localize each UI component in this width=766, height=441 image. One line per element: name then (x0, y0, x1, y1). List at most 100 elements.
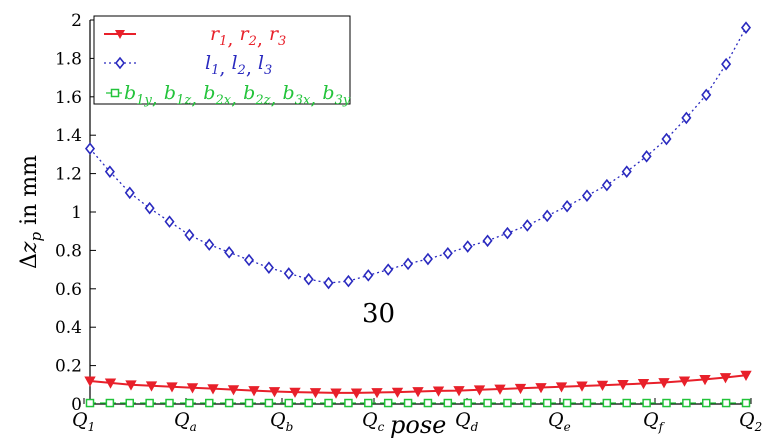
point-2-29 (662, 398, 671, 408)
point-0-29 (678, 376, 691, 387)
x-tick-label-5: Qe (548, 409, 571, 434)
point-1-30 (681, 111, 692, 125)
point-2-28 (642, 398, 651, 408)
point-0-21 (514, 383, 527, 395)
point-2-11 (304, 398, 313, 408)
x-tick-label-3: Qc (362, 409, 385, 434)
y-tick-label-9: 1.8 (55, 49, 82, 69)
point-1-13 (343, 274, 354, 288)
point-1-1 (104, 165, 115, 178)
point-0-13 (350, 388, 363, 399)
point-0-23 (555, 382, 568, 393)
point-1-33 (740, 21, 752, 34)
y-tick-label-6: 1.2 (55, 165, 82, 185)
y-tick-label-4: 0.8 (55, 241, 82, 261)
point-2-19 (463, 398, 472, 408)
x-tick-label-2: Qb (270, 409, 293, 434)
point-1-5 (184, 228, 195, 242)
point-1-26 (601, 178, 612, 192)
point-1-22 (522, 219, 533, 232)
point-2-18 (443, 398, 453, 408)
point-2-32 (721, 398, 731, 408)
point-0-5 (186, 383, 199, 394)
point-0-2 (125, 380, 137, 391)
x-axis-label: pose (390, 411, 446, 439)
point-1-6 (204, 238, 215, 251)
point-0-14 (371, 388, 383, 399)
point-0-15 (391, 387, 404, 398)
point-0-0 (84, 376, 96, 387)
x-tick-label-1: Qa (174, 409, 197, 434)
point-2-25 (582, 398, 592, 408)
series-1 (84, 21, 752, 290)
point-0-9 (268, 387, 281, 398)
point-0-18 (453, 386, 465, 397)
point-0-6 (207, 384, 219, 395)
point-2-26 (602, 398, 612, 408)
point-2-27 (622, 398, 631, 408)
x-tick-label-7: Q2 (739, 409, 762, 434)
point-0-28 (658, 378, 670, 389)
point-0-8 (248, 386, 260, 397)
point-0-7 (227, 385, 240, 396)
point-2-22 (523, 398, 532, 408)
point-1-15 (383, 263, 394, 276)
point-1-7 (224, 246, 235, 259)
point-2-1 (105, 398, 115, 408)
x-tick-label-0: Q1 (72, 409, 95, 434)
series-2 (85, 398, 751, 408)
legend-label-1: l1, l2, l3 (205, 52, 272, 79)
point-1-21 (502, 226, 513, 240)
point-2-4 (165, 398, 174, 408)
point-2-15 (383, 398, 393, 408)
point-1-4 (164, 215, 175, 228)
point-1-20 (482, 234, 493, 248)
point-1-10 (283, 267, 294, 280)
point-1-28 (641, 150, 652, 163)
y-axis-label: Δzp in mm (17, 155, 45, 269)
point-0-26 (617, 380, 629, 391)
point-1-23 (542, 209, 553, 223)
point-1-8 (244, 253, 255, 267)
point-0-1 (104, 378, 117, 389)
y-tick-label-8: 1.6 (55, 88, 82, 108)
point-2-30 (682, 398, 691, 408)
series-layer (84, 21, 752, 408)
point-2-33 (741, 398, 751, 408)
point-0-30 (699, 375, 711, 386)
point-1-16 (403, 257, 414, 271)
y-tick-label-1: 0.2 (55, 357, 82, 377)
point-0-3 (145, 381, 158, 392)
point-2-17 (423, 398, 433, 408)
legend-label-2: b1y, b1z, b2x, b2z, b3x, b3y (124, 82, 351, 109)
point-2-13 (344, 398, 353, 408)
point-1-31 (701, 88, 712, 102)
point-2-10 (284, 398, 294, 408)
point-0-32 (740, 370, 752, 382)
annotation-label: 30 (362, 299, 395, 329)
point-1-14 (363, 269, 374, 282)
point-1-32 (721, 57, 732, 71)
axes: 0 0.2 0.4 0.6 0.8 1 1.2 1.4 1.6 1.8 2 Q1 Qa Qb Qc Qd Qe Q… (55, 11, 762, 434)
point-0-31 (719, 373, 732, 384)
point-2-12 (324, 398, 333, 408)
point-2-9 (264, 398, 274, 408)
point-1-18 (442, 246, 453, 260)
point-2-2 (125, 398, 135, 408)
y-tick-label-5: 1 (71, 203, 82, 223)
point-1-25 (581, 189, 592, 202)
legend-marker-0 (115, 30, 125, 39)
point-2-14 (364, 398, 373, 408)
y-tick-label-2: 0.4 (55, 318, 82, 338)
point-2-23 (542, 398, 552, 408)
point-2-31 (701, 398, 711, 408)
point-2-7 (224, 398, 234, 408)
point-1-29 (661, 132, 672, 146)
y-tick-label-3: 0.6 (55, 280, 82, 300)
point-1-24 (562, 199, 573, 213)
point-0-10 (289, 387, 301, 398)
point-2-24 (562, 398, 572, 408)
point-1-19 (462, 240, 473, 253)
point-1-12 (323, 276, 334, 290)
